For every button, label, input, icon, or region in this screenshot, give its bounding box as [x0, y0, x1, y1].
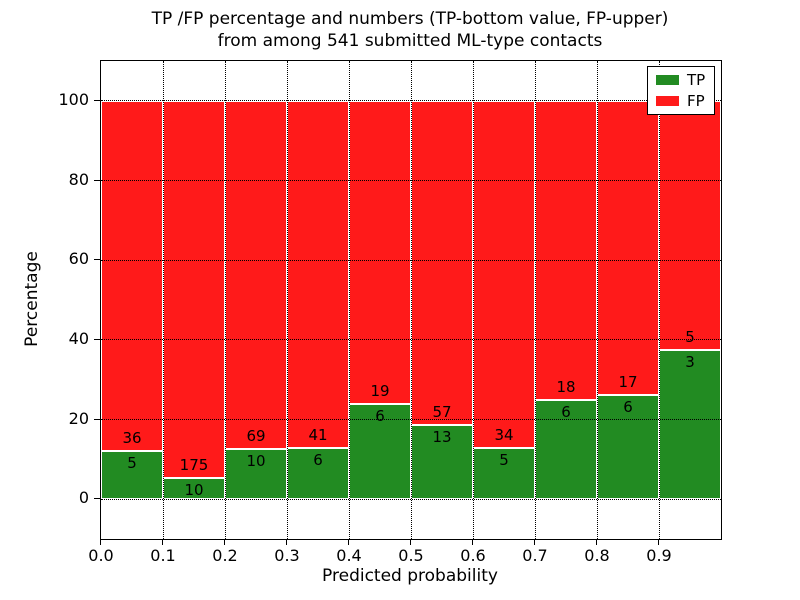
y-tick-mark [93, 418, 100, 420]
x-tick-mark [472, 539, 474, 545]
bar-segment-fp [411, 100, 473, 426]
bar-segment-fp [535, 100, 597, 400]
gridline-vertical [162, 61, 164, 539]
y-tick-mark [93, 498, 100, 500]
bar-segment-fp [287, 100, 349, 449]
y-tick-label: 0 [78, 488, 89, 508]
fp-count-label: 5 [685, 327, 695, 346]
x-tick-label: 0.1 [150, 546, 176, 565]
gridline-vertical [224, 61, 226, 539]
tp-count-label: 6 [561, 402, 571, 421]
fp-count-label: 36 [122, 428, 142, 447]
tp-count-label: 5 [127, 453, 137, 472]
fp-count-label: 57 [432, 403, 452, 422]
y-tick-mark [93, 179, 100, 181]
gridline-horizontal [101, 100, 721, 102]
tp-count-label: 3 [685, 352, 695, 371]
x-tick-mark [348, 539, 350, 545]
fp-legend-label: FP [687, 92, 705, 110]
gridline-horizontal [101, 339, 721, 341]
gridline-horizontal [101, 498, 721, 500]
y-tick-label: 80 [68, 169, 89, 189]
chart-title-line2: from among 541 submitted ML-type contact… [217, 31, 603, 51]
x-tick-mark [410, 539, 412, 545]
plot-area: 36 5 175 10 69 10 41 6 19 6 57 13 34 5 18 6 17 6 5 3 0.0 0.1 0… [58, 60, 722, 565]
x-tick-mark [162, 539, 164, 545]
x-tick-mark [224, 539, 226, 545]
chart-title: TP /FP percentage and numbers (TP-bottom… [100, 8, 720, 52]
legend: TP FP [647, 66, 716, 115]
x-tick-label: 0.3 [274, 546, 300, 565]
tp-count-label: 13 [432, 428, 452, 447]
x-tick-label: 0.4 [336, 546, 362, 565]
gridline-vertical [658, 61, 660, 539]
gridline-vertical [348, 61, 350, 539]
bar-segment-tp [473, 448, 535, 500]
fp-count-label: 19 [370, 381, 390, 400]
x-tick-mark [100, 539, 102, 545]
bar-segment-tp [287, 448, 349, 500]
tp-count-label: 6 [313, 451, 323, 470]
bar-segment-tp [597, 395, 659, 500]
fp-count-label: 18 [556, 377, 576, 396]
x-tick-label: 0.5 [398, 546, 424, 565]
x-tick-mark [286, 539, 288, 545]
x-tick-label: 0.2 [212, 546, 238, 565]
x-axis-label: Predicted probability [322, 566, 498, 586]
y-tick-mark [93, 339, 100, 341]
x-tick-label: 0.6 [460, 546, 486, 565]
bar-segment-tp [101, 450, 163, 500]
x-tick-label: 0.8 [584, 546, 610, 565]
bar-segment-fp [163, 100, 225, 478]
gridline-vertical [286, 61, 288, 539]
x-tick-label: 0.9 [646, 546, 672, 565]
y-tick-label: 20 [68, 408, 89, 428]
bar-segment-fp [101, 100, 163, 451]
bar-segment-tp [659, 349, 721, 500]
fp-count-label: 17 [618, 373, 638, 392]
gridline-horizontal [101, 259, 721, 261]
x-tick-mark [534, 539, 536, 545]
y-tick-label: 100 [58, 89, 89, 109]
bar-segment-tp [225, 448, 287, 500]
tp-legend-swatch [656, 75, 679, 85]
fp-count-label: 34 [494, 426, 514, 445]
tp-count-label: 5 [499, 451, 509, 470]
fp-count-label: 69 [246, 426, 266, 445]
gridline-vertical [410, 61, 412, 539]
fp-legend-swatch [656, 96, 679, 106]
y-tick-mark [93, 100, 100, 102]
x-tick-label: 0.7 [522, 546, 548, 565]
bar-segment-fp [225, 100, 287, 449]
bar-segment-fp [597, 100, 659, 396]
gridline-vertical [596, 61, 598, 539]
gridline-vertical [472, 61, 474, 539]
legend-item-fp: FP [656, 93, 705, 109]
tp-legend-label: TP [687, 71, 706, 89]
fp-count-label: 175 [179, 455, 209, 474]
tp-count-label: 6 [375, 406, 385, 425]
x-tick-mark [658, 539, 660, 545]
x-tick-label: 0.0 [88, 546, 114, 565]
bar-segment-fp [473, 100, 535, 449]
y-tick-label: 60 [68, 249, 89, 269]
x-tick-mark [596, 539, 598, 545]
legend-item-tp: TP [656, 72, 705, 88]
bar-segment-fp [349, 100, 411, 404]
fp-count-label: 41 [308, 426, 328, 445]
tp-count-label: 10 [184, 480, 204, 499]
gridline-vertical [534, 61, 536, 539]
tp-count-label: 6 [623, 398, 633, 417]
gridline-horizontal [101, 419, 721, 420]
bar-segment-fp [659, 100, 721, 350]
y-tick-mark [93, 259, 100, 261]
y-tick-label: 40 [68, 328, 89, 348]
chart-title-line1: TP /FP percentage and numbers (TP-bottom… [151, 9, 669, 29]
gridline-horizontal [101, 180, 721, 181]
tp-count-label: 10 [246, 451, 266, 470]
